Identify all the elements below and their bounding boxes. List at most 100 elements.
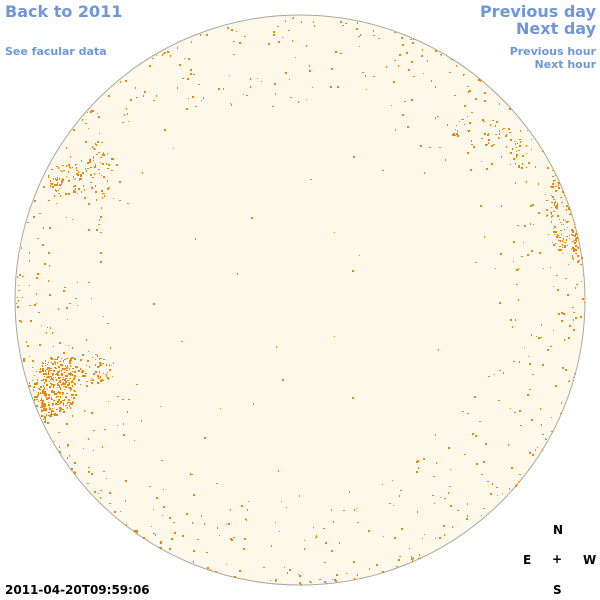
facula-dot [52, 373, 54, 375]
facula-dot [548, 234, 549, 235]
facula-dot [439, 537, 441, 539]
facula-dot [186, 108, 188, 110]
facula-dot [427, 60, 428, 62]
facula-dot [300, 584, 302, 585]
facula-dot [557, 289, 559, 291]
facula-dot [47, 389, 48, 390]
facula-dot [92, 357, 93, 358]
facula-dot [120, 511, 121, 512]
facula-dot [373, 30, 374, 32]
facula-dot [568, 207, 569, 209]
facula-dot [36, 303, 37, 304]
facula-dot [568, 221, 569, 222]
facula-dot [97, 113, 98, 114]
facula-dot [55, 393, 57, 395]
facula-dot [516, 154, 518, 156]
facula-dot [448, 447, 450, 449]
facula-dot [490, 493, 492, 495]
facula-dot [49, 376, 51, 377]
facula-dot [261, 81, 262, 82]
facula-dot [557, 215, 559, 217]
facula-dot [188, 98, 189, 99]
facula-dot [49, 381, 50, 382]
facula-dot [323, 528, 325, 529]
facula-dot [473, 146, 475, 148]
facula-dot [45, 418, 46, 419]
facula-dot [558, 249, 560, 251]
facula-dot [60, 364, 61, 366]
facula-dot [127, 203, 129, 204]
facula-dot [435, 434, 436, 436]
facula-dot [550, 346, 552, 347]
see-facular-data-link[interactable]: See facular data [5, 45, 107, 58]
facula-dot [354, 578, 355, 580]
facula-dot [94, 166, 96, 168]
back-to-year-link[interactable]: Back to 2011 [5, 2, 123, 21]
facula-dot [481, 138, 483, 139]
facula-dot [201, 100, 202, 101]
facula-dot [42, 370, 44, 372]
facula-dot [74, 471, 75, 473]
facula-dot [532, 204, 534, 206]
facula-dot [464, 105, 466, 107]
facula-dot [475, 98, 477, 100]
facula-dot [49, 369, 50, 371]
facula-dot [551, 213, 552, 215]
facula-dot [126, 524, 127, 526]
facula-dot [64, 359, 66, 360]
facula-dot [45, 363, 46, 364]
facula-dot [546, 215, 547, 217]
facula-dot [93, 373, 95, 375]
facula-dot [50, 383, 52, 384]
next-day-link[interactable]: Next day [516, 19, 596, 38]
facula-dot [100, 358, 102, 359]
facula-dot [108, 164, 110, 166]
facula-dot [56, 166, 58, 167]
facula-dot [469, 122, 471, 124]
facula-dot [568, 264, 569, 265]
facula-dot [573, 250, 575, 252]
facula-dot [91, 110, 93, 112]
facula-dot [45, 395, 46, 397]
facula-dot [411, 61, 413, 63]
facula-dot [553, 181, 554, 182]
facula-dot [190, 473, 191, 475]
facula-dot [236, 31, 237, 32]
facula-dot [512, 326, 513, 328]
facula-dot [581, 257, 583, 259]
facula-dot [410, 39, 412, 40]
facula-dot [480, 80, 481, 82]
facula-dot [102, 163, 104, 165]
facular-regions [16, 17, 585, 585]
facula-dot [43, 389, 45, 390]
next-hour-link[interactable]: Next hour [534, 58, 597, 71]
facula-dot [108, 379, 109, 380]
facula-dot [23, 360, 25, 362]
facula-dot [29, 385, 31, 387]
facula-dot [125, 480, 127, 482]
facula-dot [230, 103, 231, 104]
facula-dot [339, 542, 340, 544]
previous-day-link[interactable]: Previous day [479, 2, 596, 21]
facula-dot [421, 55, 423, 57]
facula-dot [125, 500, 126, 502]
facula-dot [58, 190, 59, 191]
facula-dot [59, 387, 61, 388]
facula-dot [60, 170, 61, 171]
facula-dot [532, 374, 534, 375]
facula-dot [70, 374, 71, 376]
facula-dot [556, 207, 558, 209]
facula-dot [227, 27, 229, 29]
facula-dot [136, 97, 138, 98]
facula-dot [456, 65, 457, 67]
facula-dot [570, 213, 571, 214]
facula-dot [484, 100, 486, 102]
facula-dot [104, 429, 106, 430]
facula-dot [64, 399, 65, 401]
facula-dot [59, 184, 61, 186]
previous-hour-link[interactable]: Previous hour [509, 45, 596, 58]
facula-dot [438, 349, 439, 351]
facula-dot [563, 219, 564, 221]
facula-dot [74, 375, 75, 377]
